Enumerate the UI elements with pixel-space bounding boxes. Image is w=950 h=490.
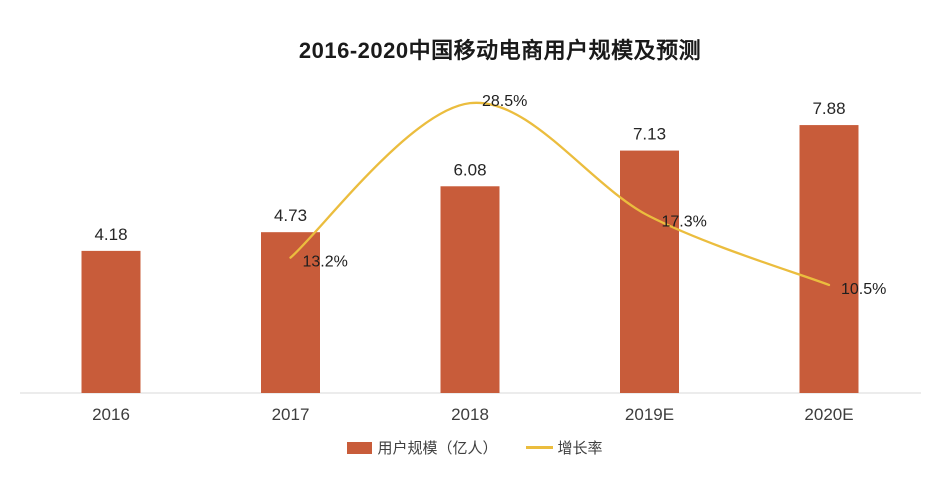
bar (440, 186, 500, 393)
chart-title: 2016-2020中国移动电商用户规模及预测 (298, 38, 702, 63)
bar-value-label: 4.18 (94, 225, 127, 244)
growth-rate-line (289, 101, 831, 287)
bar (620, 150, 679, 393)
legend-label-growth: 增长率 (557, 440, 603, 457)
legend-label-users: 用户规模（亿人） (377, 440, 498, 457)
growth-rate-label: 13.2% (303, 254, 348, 271)
bar-value-label: 7.13 (633, 125, 666, 144)
legend-item-growth: 增长率 (525, 437, 603, 458)
bar (261, 232, 320, 393)
chart-legend: 用户规模（亿人） 增长率 (0, 437, 950, 458)
growth-rate-label: 17.3% (662, 213, 707, 230)
bar-series-swatch-icon (347, 441, 373, 454)
category-label: 2019E (625, 405, 674, 424)
bar-value-label: 6.08 (453, 160, 486, 179)
category-label: 2020E (804, 405, 853, 424)
category-label: 2017 (272, 405, 310, 424)
bar (799, 125, 859, 393)
legend-item-users: 用户规模（亿人） (347, 437, 498, 458)
line-series-swatch-icon (525, 446, 553, 449)
bar-value-label: 4.73 (274, 206, 307, 225)
category-label: 2016 (92, 405, 130, 424)
category-label: 2018 (451, 405, 489, 424)
bar (81, 250, 141, 393)
bar-value-label: 7.88 (812, 99, 845, 118)
growth-rate-label: 28.5% (482, 93, 527, 110)
growth-rate-label: 10.5% (841, 281, 886, 298)
